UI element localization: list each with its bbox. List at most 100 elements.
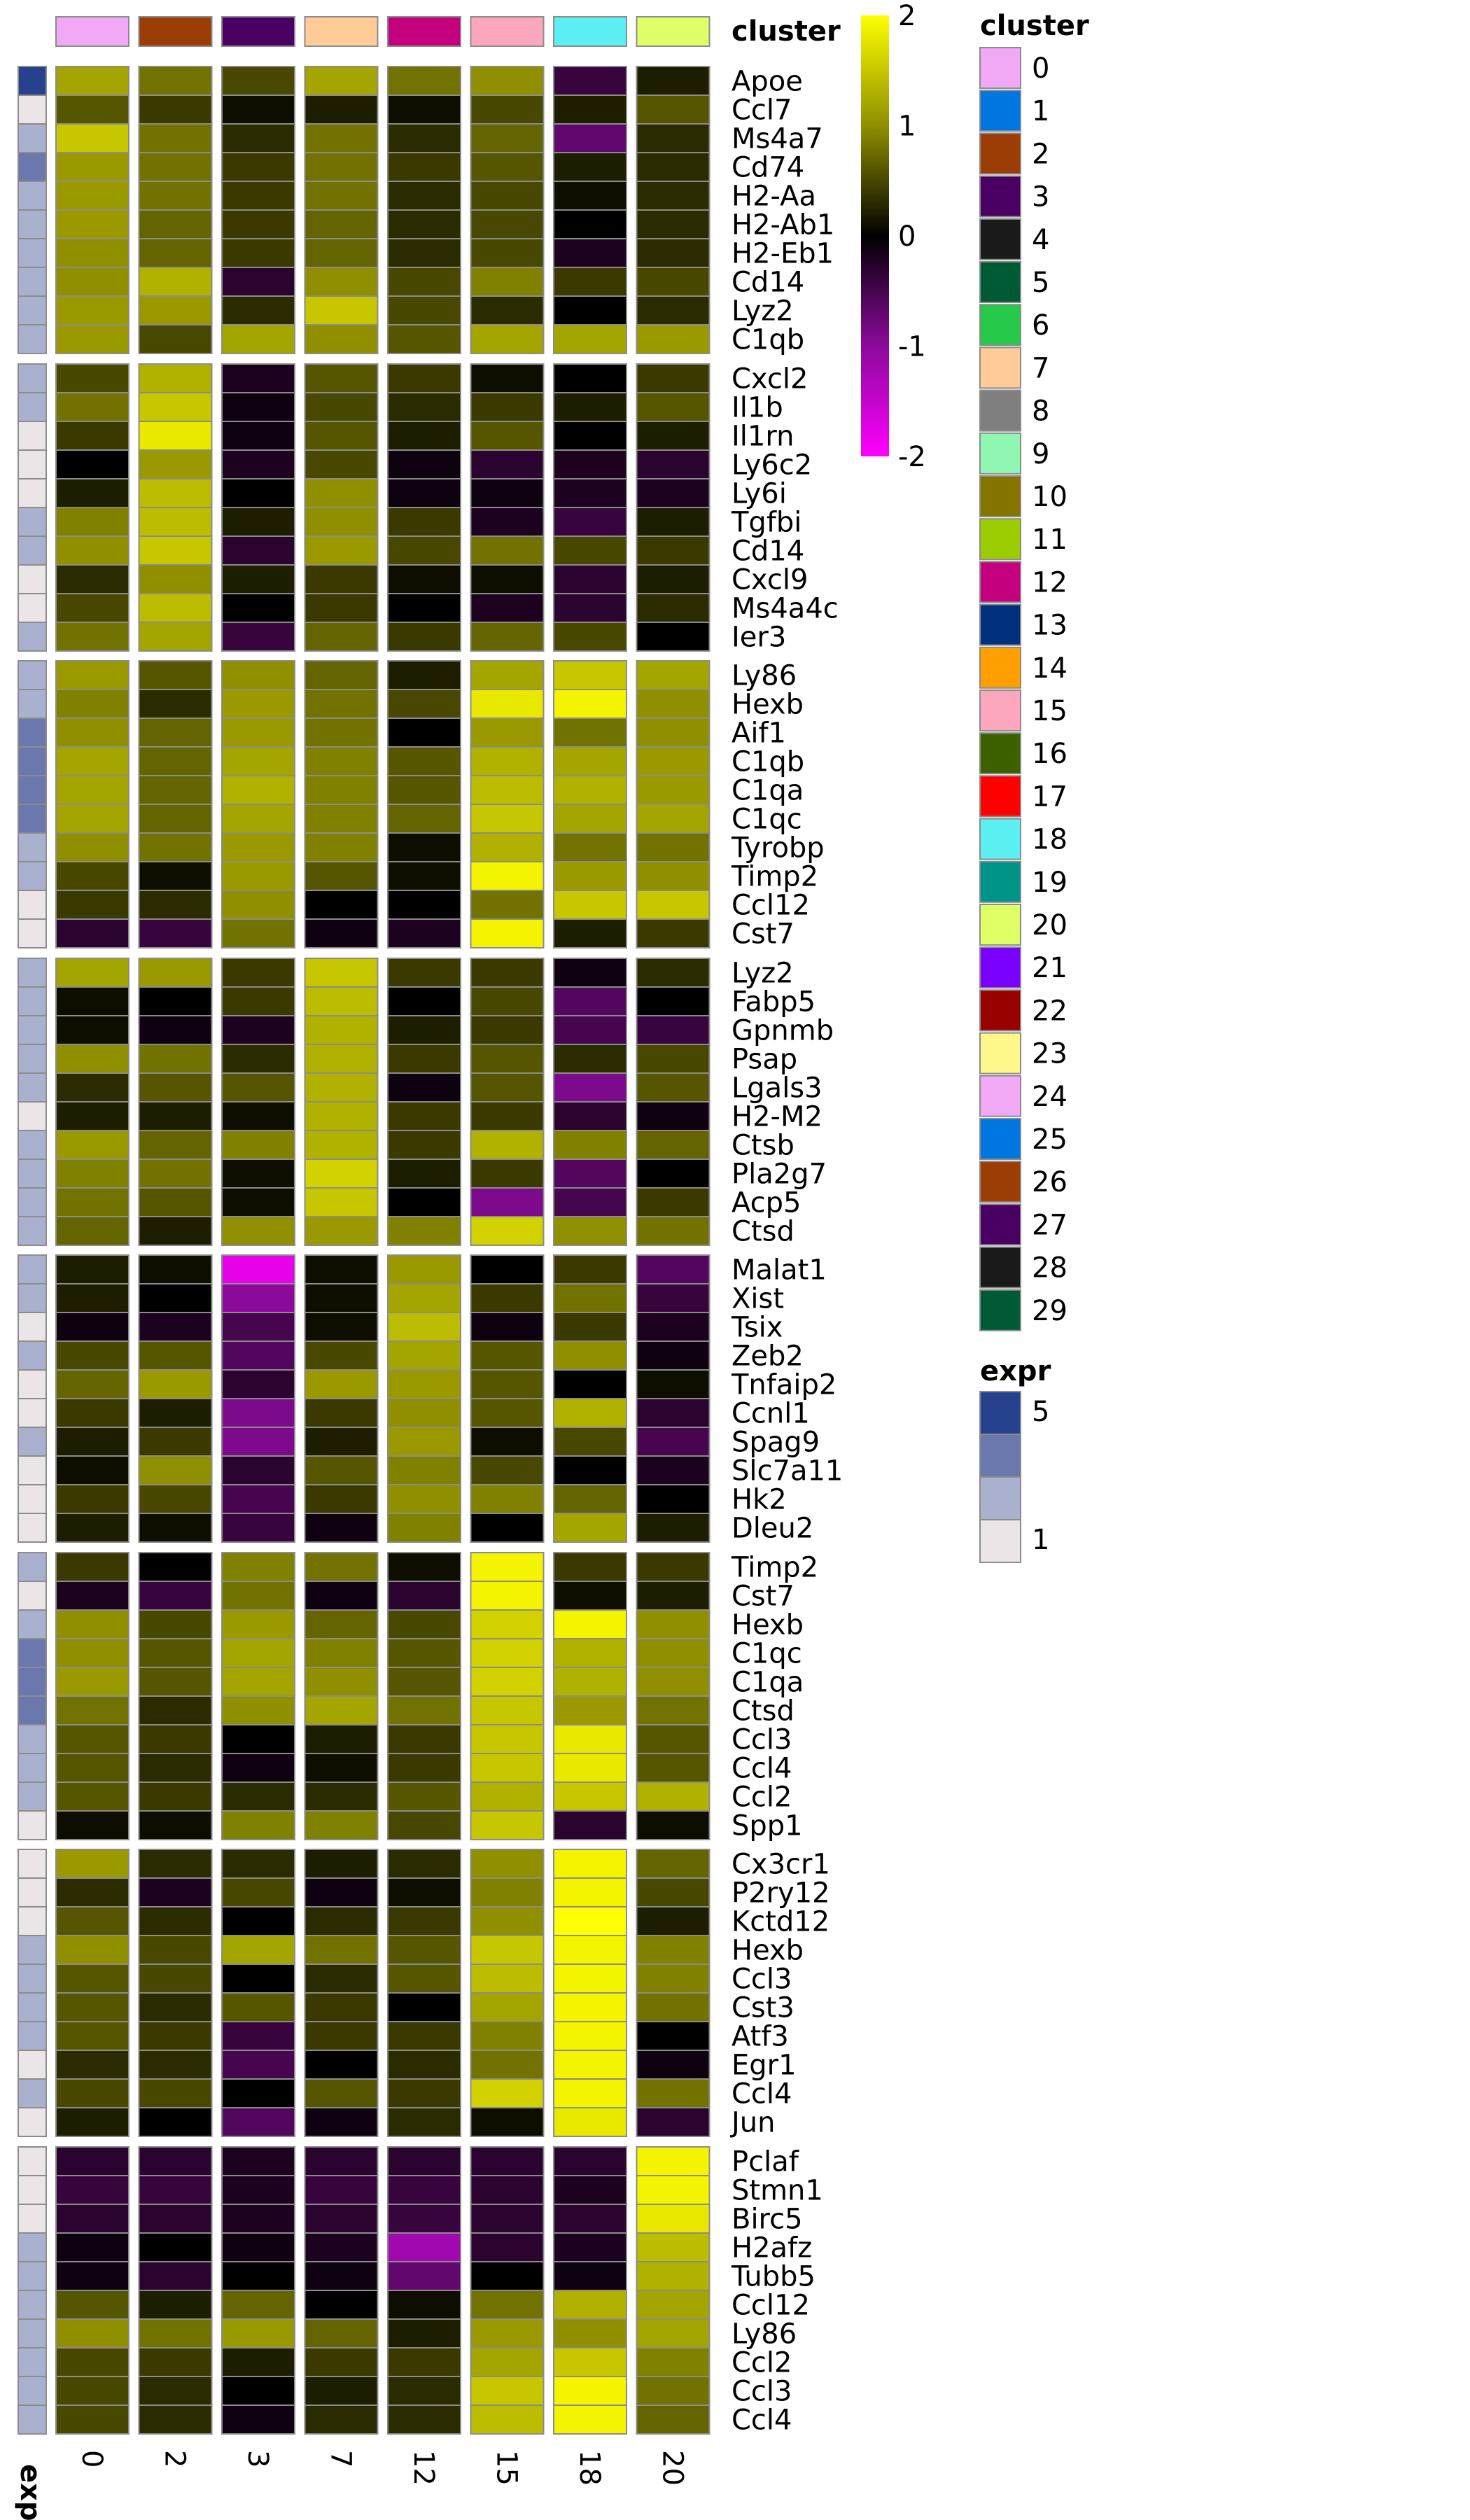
heatmap-cell bbox=[636, 267, 710, 297]
heatmap-cell bbox=[553, 1695, 627, 1726]
cluster-legend-label: 22 bbox=[1032, 995, 1068, 1027]
gene-label: Timp2 bbox=[731, 1552, 818, 1584]
heatmap-cell bbox=[387, 181, 461, 211]
heatmap-cell bbox=[138, 1427, 213, 1457]
cluster-legend-swatch bbox=[979, 218, 1021, 260]
heatmap-cell bbox=[55, 1427, 130, 1457]
heatmap-cell bbox=[55, 746, 130, 776]
heatmap-cell bbox=[304, 1906, 379, 1936]
cluster-annotation-cell bbox=[470, 16, 545, 47]
heatmap-cell bbox=[470, 2376, 545, 2406]
heatmap-cell bbox=[470, 1187, 545, 1217]
heatmap-cell bbox=[304, 2146, 379, 2176]
heatmap-cell bbox=[304, 1398, 379, 1428]
gene-label: Ccl4 bbox=[732, 2078, 792, 2110]
gene-label: Hexb bbox=[732, 1609, 804, 1642]
cluster-legend-label: 13 bbox=[1032, 610, 1068, 642]
heatmap-cell bbox=[470, 918, 545, 948]
heatmap-cell bbox=[470, 1283, 545, 1313]
heatmap-cell bbox=[304, 593, 379, 623]
heatmap-cell bbox=[553, 478, 627, 508]
heatmap-cell bbox=[55, 2232, 130, 2262]
cluster-legend-label: 1 bbox=[1032, 95, 1049, 127]
heatmap-cell bbox=[387, 2376, 461, 2406]
heatmap-cell bbox=[636, 209, 710, 239]
heatmap-cell bbox=[470, 94, 545, 125]
expr-annotation-cell bbox=[18, 986, 47, 1016]
heatmap-cell bbox=[55, 478, 130, 508]
heatmap-cell bbox=[470, 324, 545, 354]
heatmap-cell bbox=[470, 1753, 545, 1783]
heatmap-cell bbox=[636, 918, 710, 948]
heatmap-cell bbox=[387, 746, 461, 776]
gene-label: Acp5 bbox=[732, 1187, 802, 1219]
heatmap-cell bbox=[304, 152, 379, 182]
gene-label: H2afz bbox=[732, 2232, 812, 2264]
heatmap-cell bbox=[553, 1581, 627, 1611]
heatmap-cell bbox=[553, 1877, 627, 1907]
heatmap-cell bbox=[387, 1638, 461, 1668]
heatmap-cell bbox=[304, 1877, 379, 1907]
expr-annotation-cell bbox=[18, 209, 47, 239]
cluster-legend-label: 18 bbox=[1032, 824, 1068, 856]
heatmap-cell bbox=[387, 660, 461, 690]
heatmap-cell bbox=[304, 1810, 379, 1840]
heatmap-cell bbox=[636, 689, 710, 719]
gene-label: Ctsd bbox=[732, 1216, 794, 1248]
gene-label: Fabp5 bbox=[732, 986, 816, 1018]
heatmap-cell bbox=[304, 2318, 379, 2348]
heatmap-cell bbox=[387, 1427, 461, 1457]
heatmap-cell bbox=[636, 1455, 710, 1485]
heatmap-cell bbox=[304, 267, 379, 297]
heatmap-cell bbox=[138, 1753, 213, 1783]
heatmap-cell bbox=[304, 421, 379, 451]
heatmap-cell bbox=[221, 2021, 295, 2051]
cluster-legend-swatch bbox=[979, 475, 1021, 517]
heatmap-cell bbox=[553, 421, 627, 451]
heatmap-cell bbox=[470, 181, 545, 211]
heatmap-block: Lyz2Fabp5GpnmbPsapLgals3H2-M2CtsbPla2g7A… bbox=[18, 958, 834, 1248]
heatmap-cell bbox=[138, 1935, 213, 1965]
heatmap-cell bbox=[55, 1810, 130, 1840]
heatmap-cell bbox=[553, 2146, 627, 2176]
cluster-legend-label: 17 bbox=[1032, 780, 1068, 813]
heatmap-cell bbox=[138, 2146, 213, 2176]
heatmap-cell bbox=[387, 324, 461, 354]
heatmap-cell bbox=[553, 363, 627, 393]
heatmap-cell bbox=[138, 2290, 213, 2320]
heatmap-cell bbox=[304, 66, 379, 96]
heatmap-cell bbox=[553, 2290, 627, 2320]
heatmap-cell bbox=[636, 1753, 710, 1783]
expr-annotation-cell bbox=[18, 1935, 47, 1965]
heatmap-cell bbox=[304, 94, 379, 125]
heatmap-cell bbox=[138, 622, 213, 652]
heatmap-cell bbox=[553, 1340, 627, 1371]
gene-label: Cd14 bbox=[732, 536, 804, 568]
heatmap-cell bbox=[221, 986, 295, 1016]
heatmap-cell bbox=[55, 94, 130, 125]
heatmap-cell bbox=[304, 507, 379, 537]
heatmap-cell bbox=[470, 1552, 545, 1582]
heatmap-cell bbox=[304, 1455, 379, 1485]
gene-label: Atf3 bbox=[732, 2021, 789, 2053]
expr-annotation-cell bbox=[18, 181, 47, 211]
heatmap-cell bbox=[221, 861, 295, 891]
heatmap-cell bbox=[470, 295, 545, 326]
heatmap-cell bbox=[221, 2204, 295, 2234]
cluster-legend-swatch bbox=[979, 775, 1021, 818]
heatmap-cell bbox=[636, 1963, 710, 1994]
gene-label: Ccl12 bbox=[732, 2290, 810, 2322]
heatmap-block: Timp2Cst7HexbC1qcC1qaCtsdCcl3Ccl4Ccl2Spp… bbox=[18, 1552, 818, 1842]
heatmap-cell bbox=[304, 1992, 379, 2022]
heatmap-cell bbox=[138, 1015, 213, 1045]
gene-label: Lyz2 bbox=[732, 295, 794, 328]
color-scale-legend: 2 1 0 -1 -2 bbox=[861, 0, 926, 473]
heatmap-cell bbox=[470, 2290, 545, 2320]
heatmap-cell bbox=[387, 2318, 461, 2348]
expr-annotation-cell bbox=[18, 2175, 47, 2205]
heatmap-cell bbox=[470, 1782, 545, 1812]
gene-label: Xist bbox=[732, 1283, 784, 1315]
heatmap-cell bbox=[221, 181, 295, 211]
heatmap-cell bbox=[387, 1072, 461, 1102]
heatmap-cell bbox=[387, 1753, 461, 1783]
